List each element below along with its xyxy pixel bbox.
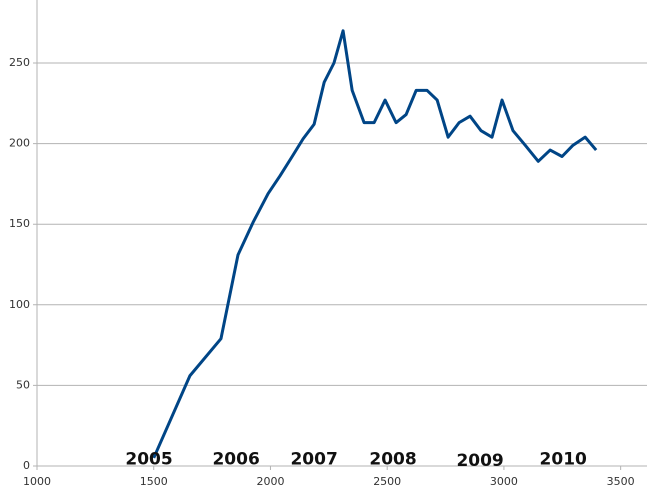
- y-tick-label: 150: [9, 217, 30, 230]
- y-tick-label: 250: [9, 56, 30, 69]
- annotation: 2009: [456, 451, 503, 471]
- x-tick-label: 3500: [607, 475, 635, 488]
- x-tick-label: 1500: [140, 475, 168, 488]
- x-tick-label: 3000: [490, 475, 518, 488]
- annotation: 2010: [540, 450, 587, 470]
- x-tick-label: 2500: [373, 475, 401, 488]
- x-tick-label: 2000: [256, 475, 284, 488]
- annotation: 2007: [290, 450, 337, 470]
- annotation: 2008: [369, 450, 416, 470]
- annotation: 2005: [125, 450, 172, 470]
- data-line: [152, 29, 598, 459]
- x-tick-label: 1000: [23, 475, 51, 488]
- y-tick-label: 200: [9, 137, 30, 150]
- y-tick-label: 50: [16, 378, 30, 391]
- annotation: 2006: [212, 450, 259, 470]
- y-tick-label: 0: [23, 459, 30, 472]
- y-tick-label: 100: [9, 298, 30, 311]
